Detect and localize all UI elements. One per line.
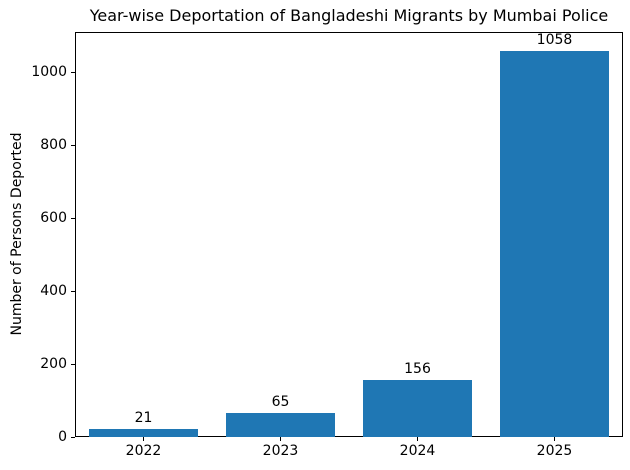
x-tick-label: 2023 bbox=[262, 443, 299, 459]
bar-value-label: 156 bbox=[404, 361, 431, 378]
y-axis-label: Number of Persons Deported bbox=[9, 132, 25, 336]
y-tick-label: 600 bbox=[40, 210, 67, 227]
bar-2024 bbox=[362, 380, 473, 437]
bar-2022 bbox=[88, 429, 199, 437]
y-tick bbox=[71, 290, 75, 292]
x-tick bbox=[280, 437, 281, 441]
y-tick-label: 0 bbox=[58, 429, 67, 445]
bar-2025 bbox=[499, 51, 610, 437]
x-tick-label: 2024 bbox=[399, 443, 436, 459]
y-tick-label: 1000 bbox=[31, 64, 67, 81]
y-tick bbox=[71, 71, 75, 73]
x-tick-label: 2022 bbox=[125, 443, 162, 459]
x-tick bbox=[143, 437, 144, 441]
x-tick-label: 2025 bbox=[536, 443, 573, 459]
bar-value-label: 21 bbox=[134, 410, 153, 427]
x-tick bbox=[554, 437, 555, 441]
bar-2023 bbox=[225, 413, 336, 437]
y-tick-label: 800 bbox=[40, 137, 67, 154]
bar-value-label: 65 bbox=[271, 394, 290, 411]
y-tick bbox=[71, 436, 75, 438]
y-tick bbox=[71, 217, 75, 219]
y-tick-label: 400 bbox=[40, 283, 67, 300]
y-tick bbox=[71, 144, 75, 146]
chart-title: Year-wise Deportation of Bangladeshi Mig… bbox=[89, 6, 609, 25]
y-tick bbox=[71, 363, 75, 365]
bar-value-label: 1058 bbox=[536, 32, 573, 49]
plot-area bbox=[75, 32, 623, 437]
x-tick bbox=[417, 437, 418, 441]
y-tick-label: 200 bbox=[40, 356, 67, 373]
